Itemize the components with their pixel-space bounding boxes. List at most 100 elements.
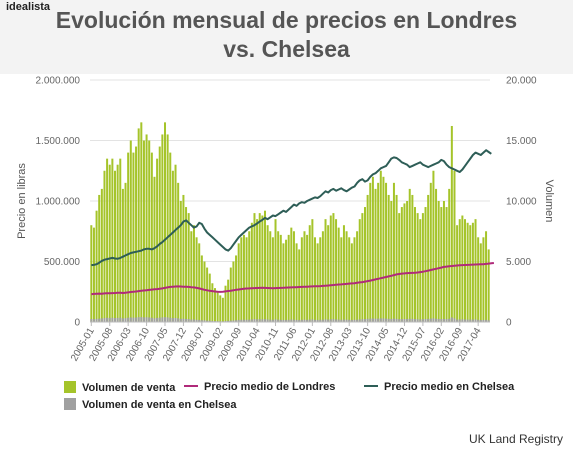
bar-volumen-de-venta xyxy=(321,231,324,322)
bar-volumen-chelsea xyxy=(227,320,230,322)
bar-volumen-de-venta xyxy=(340,237,343,322)
bar-volumen-chelsea xyxy=(200,320,203,322)
bar-volumen-chelsea xyxy=(369,318,372,322)
bar-volumen-chelsea xyxy=(300,319,303,322)
bar-volumen-chelsea xyxy=(248,319,251,322)
bar-volumen-de-venta xyxy=(308,225,311,322)
bar-volumen-de-venta xyxy=(295,243,298,322)
bar-volumen-de-venta xyxy=(369,182,372,322)
bar-volumen-chelsea xyxy=(458,319,461,322)
bar-volumen-de-venta xyxy=(216,291,219,322)
bar-volumen-de-venta xyxy=(287,234,290,322)
bar-volumen-chelsea xyxy=(116,317,119,322)
legend-item-precio-medio-de-londres: Precio medio de Londres xyxy=(184,381,335,393)
bar-volumen-chelsea xyxy=(403,319,406,322)
bar-volumen-chelsea xyxy=(350,319,353,322)
bar-volumen-de-venta xyxy=(245,237,248,322)
bar-volumen-de-venta xyxy=(332,213,335,322)
bar-volumen-chelsea xyxy=(337,319,340,322)
bar-volumen-de-venta xyxy=(95,210,98,322)
bar-volumen-chelsea xyxy=(298,320,301,322)
bar-volumen-de-venta xyxy=(187,213,190,322)
bar-volumen-de-venta xyxy=(477,237,480,322)
bar-volumen-de-venta xyxy=(258,213,261,322)
bar-volumen-de-venta xyxy=(211,283,214,322)
bar-volumen-de-venta xyxy=(177,182,180,322)
bar-volumen-chelsea xyxy=(400,319,403,322)
bar-volumen-de-venta xyxy=(374,188,377,322)
bar-volumen-chelsea xyxy=(256,319,259,322)
bar-volumen-de-venta xyxy=(264,210,266,322)
bar-volumen-de-venta xyxy=(461,215,464,322)
legend-swatch xyxy=(64,381,76,393)
bar-volumen-chelsea xyxy=(253,319,256,322)
bar-volumen-chelsea xyxy=(319,319,322,322)
bar-volumen-chelsea xyxy=(111,317,114,322)
bar-volumen-de-venta xyxy=(335,219,338,322)
bar-volumen-chelsea xyxy=(285,319,288,322)
bar-volumen-chelsea xyxy=(164,317,166,322)
bar-volumen-chelsea xyxy=(379,318,382,322)
y-tick-label: 0 xyxy=(74,318,80,329)
bar-volumen-de-venta xyxy=(171,170,174,322)
bar-volumen-de-venta xyxy=(132,152,135,322)
bar-volumen-de-venta xyxy=(392,182,395,322)
bar-volumen-de-venta xyxy=(466,222,469,322)
bar-volumen-de-venta xyxy=(390,201,393,322)
bar-volumen-de-venta xyxy=(442,201,445,322)
bar-volumen-de-venta xyxy=(408,188,411,322)
bar-volumen-chelsea xyxy=(437,318,440,322)
bar-volumen-chelsea xyxy=(345,319,348,322)
y-axis-label: Precio en libras xyxy=(16,163,28,239)
bar-volumen-de-venta xyxy=(266,225,269,322)
bar-volumen-chelsea xyxy=(361,319,364,322)
bar-volumen-chelsea xyxy=(90,318,93,322)
bar-volumen-de-venta xyxy=(282,243,285,322)
bar-volumen-chelsea xyxy=(456,319,459,322)
bar-volumen-chelsea xyxy=(340,319,343,322)
bar-volumen-chelsea xyxy=(179,318,182,322)
bar-volumen-de-venta xyxy=(419,219,422,322)
bar-volumen-chelsea xyxy=(211,320,214,322)
bar-volumen-chelsea xyxy=(100,318,103,322)
line-precio-medio-londres xyxy=(91,262,495,296)
bar-volumen-chelsea xyxy=(198,319,201,322)
bar-volumen-de-venta xyxy=(129,140,132,322)
bar-volumen-chelsea xyxy=(148,317,151,322)
bar-volumen-chelsea xyxy=(195,319,198,322)
bar-volumen-de-venta xyxy=(229,267,232,322)
chart: 0 0 500.000 5.000 1.000.000 10.000 1.500.000 15… xyxy=(16,76,555,364)
bar-volumen-chelsea xyxy=(161,317,164,322)
bar-volumen-de-venta xyxy=(192,225,195,322)
bar-volumen-de-venta xyxy=(292,231,295,322)
bar-volumen-chelsea xyxy=(158,317,161,322)
bar-volumen-chelsea xyxy=(371,318,374,322)
bar-volumen-chelsea xyxy=(137,317,140,322)
legend-label: Volumen de venta xyxy=(82,382,176,394)
bar-volumen-chelsea xyxy=(264,319,266,322)
bar-volumen-chelsea xyxy=(153,318,156,322)
bar-volumen-de-venta xyxy=(166,134,169,322)
bar-volumen-chelsea xyxy=(308,319,311,322)
line-precio-medio-chelsea xyxy=(91,149,492,267)
bar-volumen-de-venta xyxy=(348,237,351,322)
bar-volumen-de-venta xyxy=(169,152,172,322)
bar-volumen-chelsea xyxy=(95,318,98,322)
bar-volumen-de-venta xyxy=(250,222,253,322)
bar-volumen-chelsea xyxy=(206,320,209,322)
bar-volumen-de-venta xyxy=(298,249,301,322)
bar-volumen-chelsea xyxy=(245,319,248,322)
bar-volumen-chelsea xyxy=(408,318,411,322)
bar-volumen-de-venta xyxy=(406,201,409,322)
bar-volumen-chelsea xyxy=(353,319,356,322)
bar-volumen-chelsea xyxy=(453,318,456,322)
y-right-tick-label: 20.000 xyxy=(506,76,537,87)
bar-volumen-de-venta xyxy=(429,182,432,322)
bar-volumen-de-venta xyxy=(98,194,101,322)
y-right-tick-label: 10.000 xyxy=(506,197,537,208)
bar-volumen-chelsea xyxy=(142,317,145,322)
bar-volumen-chelsea xyxy=(190,319,193,322)
legend-label: Precio medio en Chelsea xyxy=(384,381,515,393)
bar-volumen-chelsea xyxy=(127,317,130,322)
bar-volumen-de-venta xyxy=(453,170,456,322)
